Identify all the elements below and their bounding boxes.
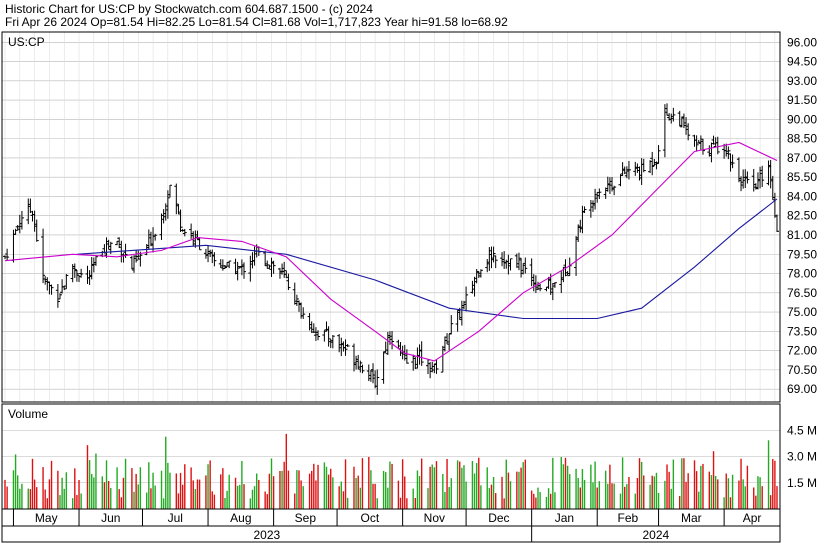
price-tick-label: 79.50	[787, 247, 817, 261]
price-tick-label: 94.50	[787, 55, 817, 69]
month-label: Jul	[168, 511, 183, 525]
long-moving-average-line	[76, 198, 778, 320]
price-panel-frame	[1, 31, 781, 403]
price-tick-label: 72.00	[787, 344, 817, 358]
month-label: Oct	[361, 511, 380, 525]
price-tick-label: 81.00	[787, 228, 817, 242]
volume-panel-label: Volume	[8, 407, 48, 421]
month-label: Dec	[488, 511, 509, 525]
volume-tick-label: 3.0 M	[787, 450, 817, 464]
price-tick-label: 78.00	[787, 267, 817, 281]
price-tick-label: 85.50	[787, 170, 817, 184]
chart-header-line1: Historic Chart for US:CP by Stockwatch.c…	[5, 2, 373, 16]
price-axis-ticks: 96.00 94.50 93.00 91.50 90.00 88.50 87.00 85.50…	[787, 35, 817, 396]
price-tick-label: 90.00	[787, 112, 817, 126]
month-axis-labels: May Jun Jul Aug Sep Oct Nov Dec Jan Feb Mar Apr	[12, 509, 762, 526]
volume-bars	[4, 433, 778, 509]
month-label: Apr	[743, 511, 762, 525]
price-tick-label: 84.00	[787, 189, 817, 203]
price-bars	[3, 103, 779, 395]
month-label: Nov	[424, 511, 445, 525]
month-label: May	[35, 511, 58, 525]
year-label: 2023	[253, 528, 280, 542]
price-tick-label: 82.50	[787, 209, 817, 223]
volume-tick-label: 1.5 M	[787, 476, 817, 490]
price-tick-label: 93.00	[787, 74, 817, 88]
short-moving-average-line	[4, 141, 778, 362]
price-tick-label: 69.00	[787, 382, 817, 396]
price-tick-label: 96.00	[787, 35, 817, 49]
price-tick-label: 70.50	[787, 363, 817, 377]
chart-header-line2: Fri Apr 26 2024 Op=81.54 Hi=82.25 Lo=81.…	[5, 15, 508, 29]
price-tick-label: 87.00	[787, 151, 817, 165]
month-label: Jun	[101, 511, 120, 525]
volume-axis-ticks: 4.5 M 3.0 M 1.5 M	[787, 423, 817, 490]
price-tick-label: 88.50	[787, 132, 817, 146]
month-label: Feb	[618, 511, 639, 525]
month-label: Mar	[681, 511, 702, 525]
price-tick-label: 91.50	[787, 93, 817, 107]
year-axis-frame	[1, 525, 781, 543]
month-label: Sep	[295, 511, 317, 525]
year-axis-labels: 2023 2024	[253, 526, 669, 542]
price-tick-label: 75.00	[787, 305, 817, 319]
year-label: 2024	[642, 528, 669, 542]
price-tick-label: 73.50	[787, 324, 817, 338]
price-tick-label: 76.50	[787, 286, 817, 300]
month-label: Jan	[555, 511, 574, 525]
volume-tick-label: 4.5 M	[787, 423, 817, 437]
price-panel-label: US:CP	[8, 35, 45, 49]
month-label: Aug	[230, 511, 251, 525]
